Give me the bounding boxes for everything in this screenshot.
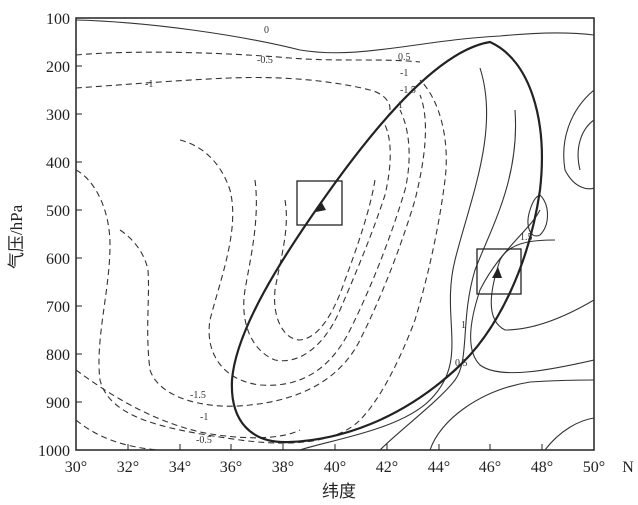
- x-unit-label: N: [622, 459, 634, 476]
- x-tick-label: 32°: [117, 459, 139, 476]
- contour-neg-outer: [76, 79, 447, 444]
- y-axis-title: 气压/hPa: [7, 204, 26, 269]
- contour-neg-inner-2: [179, 109, 410, 386]
- y-tick-label: 800: [46, 347, 70, 364]
- contour-label: -1: [400, 68, 408, 79]
- contour-positive-right-1: [563, 89, 594, 190]
- x-tick-label: 38°: [272, 459, 294, 476]
- arrow-downward-icon: [492, 267, 502, 278]
- contour-neg-inner-1: [119, 94, 426, 407]
- contour-zero-top: [76, 19, 594, 54]
- contour-neg-1-top: [76, 76, 391, 121]
- contour-label: -1.5: [400, 85, 416, 96]
- contour-neg-inner-4: [274, 179, 376, 341]
- contour-positive-1: [299, 67, 488, 450]
- x-tick-label: 44°: [428, 459, 450, 476]
- y-tick-label: 300: [46, 107, 70, 124]
- y-tick-label: 1000: [38, 443, 70, 460]
- contour-label: 1: [461, 320, 466, 331]
- contour-bottom-right-2: [544, 417, 594, 450]
- contour-label: -0.5: [257, 55, 273, 66]
- x-tick-label: 36°: [220, 459, 242, 476]
- contour-neg-left-bottom: [76, 369, 301, 439]
- contour-label: -1: [145, 79, 153, 90]
- contour-positive-right-2: [577, 119, 594, 171]
- contour-label: 0: [264, 25, 269, 36]
- x-tick-label: 34°: [169, 459, 191, 476]
- x-tick-label: 40°: [324, 459, 346, 476]
- y-tick-label: 200: [46, 59, 70, 76]
- x-tick-label: 50°: [583, 459, 605, 476]
- contour-positive-3: [470, 209, 594, 374]
- contour-label: -1.5: [190, 390, 206, 401]
- contour-positive-2: [379, 109, 517, 450]
- y-tick-label: 400: [46, 155, 70, 172]
- contour-label: 1: [398, 100, 403, 111]
- contour-neg-inner-3: [243, 124, 391, 362]
- contour-neg-bottom-left: [76, 419, 161, 450]
- x-axis-ticks: [127, 444, 543, 450]
- contour-label: 0.5: [455, 358, 468, 369]
- circulation-cell-loop: [230, 40, 543, 444]
- y-tick-label: 100: [46, 11, 70, 28]
- region-box-right: [476, 248, 522, 295]
- y-tick-label: 500: [46, 203, 70, 220]
- region-box-left: [296, 180, 343, 226]
- x-tick-label: 42°: [376, 459, 398, 476]
- y-tick-label: 900: [46, 395, 70, 412]
- contour-label: 1.5: [520, 232, 533, 243]
- y-tick-label: 600: [46, 251, 70, 268]
- x-tick-label: 46°: [479, 459, 501, 476]
- contour-label: -0.5: [196, 435, 212, 446]
- y-tick-label: 700: [46, 299, 70, 316]
- y-axis-ticks: [76, 65, 82, 403]
- contour-label: 0.5: [398, 52, 411, 63]
- x-axis-title: 纬度: [322, 482, 356, 501]
- x-tick-label: 48°: [531, 459, 553, 476]
- x-tick-label: 30°: [65, 459, 87, 476]
- contour-positive-5: [527, 194, 549, 237]
- contour-neg-05-top: [76, 51, 421, 63]
- arrow-upward-icon: [316, 201, 326, 212]
- contour-positive-4: [490, 239, 594, 331]
- contour-label: -1: [200, 412, 208, 423]
- contour-bottom-right: [429, 379, 594, 450]
